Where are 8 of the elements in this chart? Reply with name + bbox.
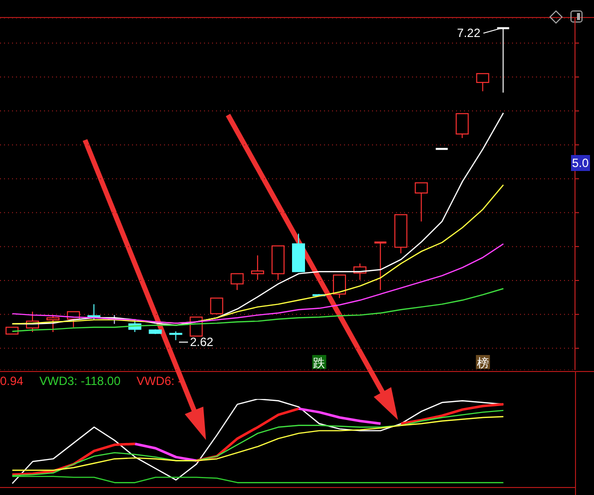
annotation: 跌 xyxy=(313,356,326,370)
annotation: 7.22 xyxy=(457,26,481,40)
annotation: 榜 xyxy=(476,356,489,370)
annotation: 2.62 xyxy=(190,335,214,350)
text: VWD6: - xyxy=(136,374,182,388)
text: 0.94 xyxy=(0,374,24,388)
text: 5.0 xyxy=(571,155,590,171)
text: VWD3: -118.00 xyxy=(39,374,121,388)
